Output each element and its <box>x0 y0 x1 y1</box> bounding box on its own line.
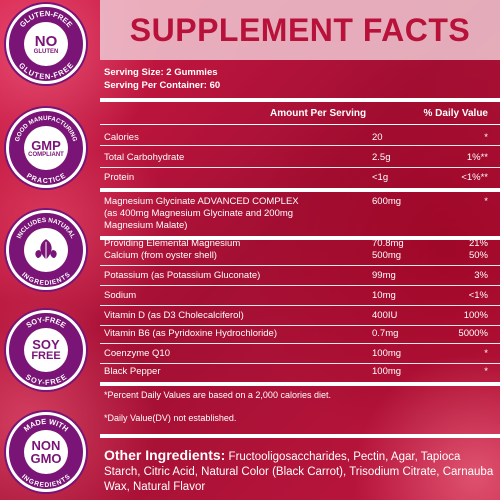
divider <box>100 434 500 438</box>
row-dv: * <box>484 196 488 207</box>
non-gmo-icon: MADE WITH INGREDIENTS NON GMO <box>6 412 86 492</box>
table-row: Sodium 10mg <1% <box>100 290 500 306</box>
table-row: Vitamin D (as D3 Cholecalciferol) 400IU … <box>100 310 500 326</box>
row-amount: 500mg <box>372 250 402 261</box>
row-amount: 100mg <box>372 366 402 377</box>
row-dv: 21% <box>468 238 488 249</box>
table-row: Coenzyme Q10 100mg * <box>100 348 500 364</box>
row-amount: 2.5g <box>372 152 391 163</box>
row-dv: * <box>484 366 488 377</box>
badge-ring-bottom: SOY-FREE <box>24 372 68 387</box>
row-dv: 5000% <box>458 328 488 339</box>
badge-sub: COMPLIANT <box>28 151 64 158</box>
row-amount: 100mg <box>372 348 402 359</box>
table-row: Black Pepper 100mg * <box>100 366 500 380</box>
table-row: Potassium (as Potassium Gluconate) 99mg … <box>100 270 500 286</box>
table-row: Vitamin B6 (as Pyridoxine Hydrochloride)… <box>100 328 500 344</box>
badge-main: SOY <box>32 337 60 352</box>
other-ingredients: Other Ingredients: Fructooligosaccharide… <box>104 448 496 495</box>
row-amount: <1g <box>372 172 389 183</box>
row-name: Vitamin D (as D3 Cholecalciferol) <box>104 310 244 321</box>
badge-main: NO <box>34 32 58 50</box>
row-amount: 600mg <box>372 196 402 207</box>
row-amount: 10mg <box>372 290 396 301</box>
row-dv: * <box>484 132 488 143</box>
table-row: Calories 20 * <box>100 132 500 146</box>
row-dv: * <box>484 348 488 359</box>
row-name: Potassium (as Potassium Gluconate) <box>104 270 261 281</box>
soy-free-icon: SOY-FREE SOY-FREE SOY FREE <box>6 310 86 390</box>
row-name: Total Carbohydrate <box>104 152 185 163</box>
table-row: Protein <1g <1%** <box>100 172 500 186</box>
row-amount: 99mg <box>372 270 396 281</box>
page-title: SUPPLEMENT FACTS <box>129 11 471 48</box>
row-dv: 50% <box>468 250 488 261</box>
divider <box>100 188 500 192</box>
row-name: Black Pepper <box>104 366 161 377</box>
table-row: Total Carbohydrate 2.5g 1%** <box>100 152 500 168</box>
badge-column: GLUTEN-FREE GLUTEN-FREE NO GLUTEN GOOD M… <box>0 0 92 500</box>
dv-header: % Daily Value <box>423 108 488 119</box>
row-dv: 1%** <box>466 152 488 163</box>
row-amount: 20 <box>372 132 383 143</box>
badge-sub: GLUTEN <box>33 48 59 55</box>
svg-text:INGREDIENTS: INGREDIENTS <box>20 473 72 489</box>
badge-sub: GMO <box>30 451 62 466</box>
leaf-icon: INCLUDES NATURAL INGREDIENTS <box>6 210 86 290</box>
table-row: Magnesium Glycinate ADVANCED COMPLEX (as… <box>100 196 500 234</box>
row-name: Providing Elemental Magnesium <box>104 238 241 249</box>
svg-text:PRACTICE: PRACTICE <box>25 172 67 185</box>
gmp-icon: GOOD MANUFACTURING PRACTICE GMP COMPLIAN… <box>6 108 86 188</box>
row-name: Protein <box>104 172 135 183</box>
badge-sub: FREE <box>31 350 61 362</box>
row-name: Calcium (from oyster shell) <box>104 250 217 261</box>
footnote: *Percent Daily Values are based on a 2,0… <box>104 390 331 400</box>
table-row: Providing Elemental Magnesium 70.8mg 21% <box>100 236 500 256</box>
footnote: *Daily Value(DV) not established. <box>104 413 237 423</box>
row-name: Calories <box>104 132 139 143</box>
row-dv: <1% <box>468 290 488 301</box>
leaf-shape <box>24 228 68 272</box>
svg-text:INGREDIENTS: INGREDIENTS <box>20 271 72 287</box>
row-dv: 100% <box>463 310 488 321</box>
badge-ring-bottom: INGREDIENTS <box>20 271 72 287</box>
row-name: Vitamin B6 (as Pyridoxine Hydrochloride) <box>104 328 278 339</box>
badge-main: NON <box>31 438 61 453</box>
servings-per-container: Serving Per Container: 60 <box>104 80 221 91</box>
row-dv: <1%** <box>461 172 488 183</box>
row-amount: 70.8mg <box>372 238 404 249</box>
no-gluten-icon: GLUTEN-FREE GLUTEN-FREE NO GLUTEN <box>6 4 86 84</box>
svg-text:SOY-FREE: SOY-FREE <box>24 372 68 387</box>
badge-main: GMP <box>31 137 61 153</box>
serving-info: Serving Size: 2 Gummies Serving Per Cont… <box>104 66 220 92</box>
table-row: Calcium (from oyster shell) 500mg 50% <box>100 250 500 266</box>
supplement-facts-panel: Serving Size: 2 Gummies Serving Per Cont… <box>100 60 500 500</box>
row-name: Coenzyme Q10 <box>104 348 171 359</box>
badge-ring-bottom: PRACTICE <box>25 172 67 185</box>
amount-header: Amount Per Serving <box>270 108 367 119</box>
row-dv: 3% <box>474 270 488 281</box>
divider <box>100 98 500 102</box>
divider <box>100 124 500 125</box>
divider <box>100 382 500 386</box>
row-amount: 400IU <box>372 310 398 321</box>
other-ingredients-label: Other Ingredients: <box>104 447 226 463</box>
badge-ring-bottom: INGREDIENTS <box>20 473 72 489</box>
other-ingredients-text: Fructooligosaccharides, Pectin, Agar, Ta… <box>104 451 494 493</box>
row-amount: 0.7mg <box>372 328 399 339</box>
title-banner: SUPPLEMENT FACTS <box>100 0 500 60</box>
divider <box>100 236 500 240</box>
row-name: Magnesium Glycinate ADVANCED COMPLEX (as… <box>104 196 299 231</box>
row-name: Sodium <box>104 290 137 301</box>
serving-size: Serving Size: 2 Gummies <box>104 67 218 78</box>
